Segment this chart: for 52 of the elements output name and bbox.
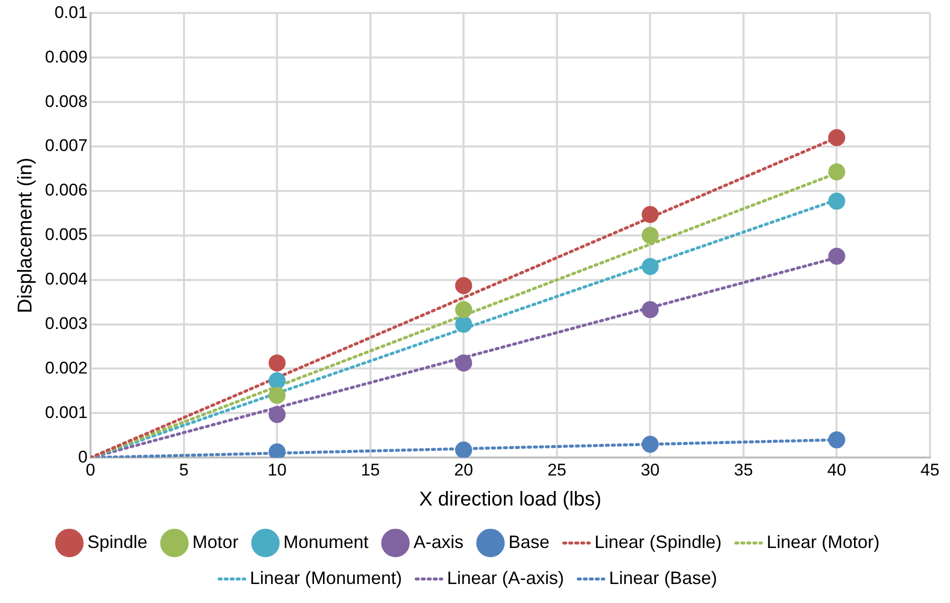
- x-tick-label: 5: [179, 460, 189, 480]
- point: [268, 386, 286, 404]
- x-tick-label: 40: [827, 460, 846, 480]
- point: [455, 301, 472, 318]
- legend-label: Linear (Monument): [250, 568, 402, 588]
- point: [828, 431, 846, 448]
- point: [455, 354, 472, 372]
- point: [828, 129, 846, 146]
- point: [828, 192, 846, 210]
- point: [642, 258, 659, 276]
- y-tick-label: 0.003: [44, 314, 88, 333]
- x-tick-label: 20: [454, 460, 474, 480]
- legend-label: Monument: [283, 532, 368, 552]
- point: [455, 442, 472, 458]
- point: [642, 301, 659, 318]
- y-tick-label: 0.007: [44, 136, 88, 156]
- x-tick-label: 10: [268, 460, 287, 480]
- point: [642, 206, 659, 224]
- point: [268, 406, 286, 423]
- legend-label: Linear (Base): [609, 568, 718, 588]
- legend-label: Motor: [192, 532, 238, 552]
- point: [642, 436, 659, 453]
- legend-label: Linear (A-axis): [446, 568, 564, 588]
- legend-label: A-axis: [413, 532, 464, 552]
- point: [828, 248, 846, 265]
- legend-label: Linear (Spindle): [594, 532, 722, 552]
- x-tick-label: 35: [734, 460, 753, 480]
- y-tick-label: 0.005: [44, 225, 88, 244]
- legend-label: Linear (Motor): [766, 532, 880, 552]
- y-tick-label: 0.001: [44, 402, 88, 422]
- point: [828, 163, 846, 180]
- legend-label: Base: [508, 532, 550, 552]
- y-tick-label: 0.004: [44, 270, 88, 289]
- y-tick-label: 0.01: [54, 2, 88, 22]
- point: [642, 226, 659, 244]
- point: [455, 277, 472, 294]
- x-tick-label: 25: [547, 460, 566, 480]
- legend-label: Spindle: [87, 532, 148, 552]
- y-axis-title: Displacement (in): [14, 158, 37, 314]
- y-tick-label: 0.006: [44, 180, 88, 200]
- point: [455, 316, 472, 333]
- y-tick-label: 0.008: [44, 92, 88, 111]
- point: [268, 372, 286, 390]
- x-axis-title: X direction load (lbs): [419, 488, 602, 511]
- y-tick-label: 0: [78, 447, 88, 466]
- x-tick-label: 15: [360, 460, 380, 480]
- x-tick-label: 30: [640, 460, 660, 480]
- point: [268, 443, 286, 458]
- y-tick-label: 0.009: [44, 47, 88, 66]
- x-tick-label: 45: [920, 460, 940, 480]
- point: [268, 354, 286, 372]
- y-tick-label: 0.002: [44, 358, 88, 378]
